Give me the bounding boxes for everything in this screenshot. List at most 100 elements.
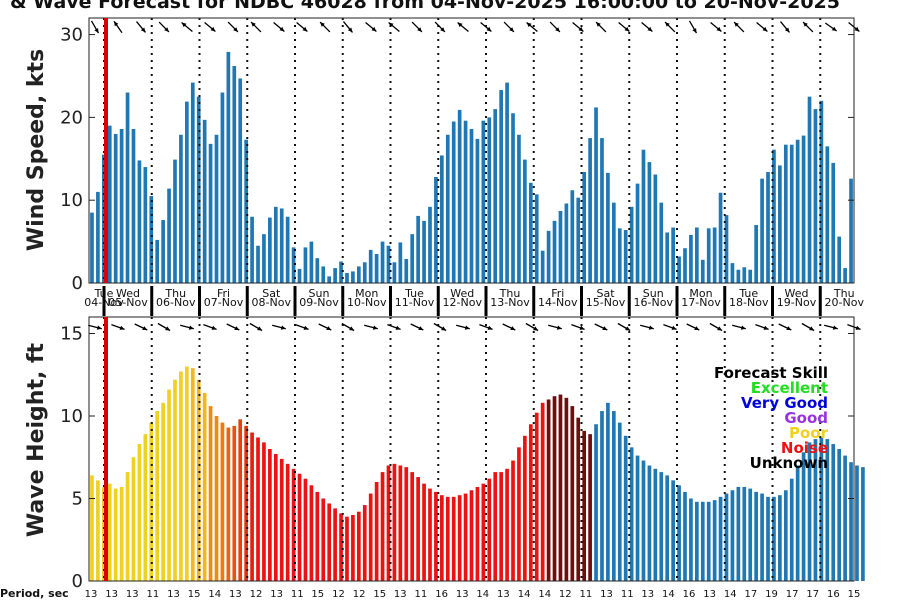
wind-bar [606,172,610,283]
wave-bar [487,478,492,581]
wind-bar [481,120,486,283]
wind-bar [244,139,248,283]
wind-arrow-head [417,27,422,32]
period-label: Period, sec [0,587,69,600]
wind-bar [469,128,474,283]
wave-bar [96,480,100,581]
wave-bar [742,486,747,581]
day-name-label: Sat [262,287,281,300]
wave-bar [582,430,587,581]
wind-bar [321,266,326,283]
wind-bar [392,262,397,283]
wind-bar [582,172,587,283]
wind-bar [398,242,403,283]
wave-bar [534,412,539,581]
wind-bar [90,212,94,283]
wave-bar [819,437,824,581]
wind-y-ticks: 0 10 20 30 [60,25,854,294]
wave-bar [291,468,296,581]
wind-bar [801,135,806,283]
wind-bar [712,227,717,283]
wave-bar [576,417,581,581]
y-tick-label: 20 [60,107,83,128]
legend-entry: Poor [789,424,829,442]
wind-bar [380,241,385,283]
wave-bar [600,411,604,581]
wind-arrow-head [831,26,837,31]
wind-arrow-head [647,26,653,32]
wave-bar [143,434,148,581]
wave-bar [244,425,248,581]
day-name-label: Tue [94,287,114,300]
wind-bar [196,96,201,283]
wave-arrow-head [303,325,309,330]
wave-bar [766,496,770,581]
wind-y-axis-label: Wind Speed, kts [24,49,49,251]
wave-bar [623,435,628,581]
period-value: 16 [683,589,696,600]
legend-entry: Excellent [751,379,828,397]
wind-bar [404,258,409,283]
wind-bar [552,220,557,283]
wave-y-axis-label: Wave Height, ft [24,342,49,537]
wind-arrow-head [210,26,216,32]
wind-bar [368,249,373,284]
chart-title: & Wave Forecast for NDBC 46028 from 04-N… [10,0,840,13]
day-name-label: Wed [450,287,474,300]
wind-bar [107,125,112,283]
wave-bar [351,515,355,581]
wave-bar [428,488,432,581]
wave-bar [611,411,616,581]
wind-bar [327,276,332,284]
wave-bar [356,511,361,581]
wind-arrow-head [803,22,808,27]
wave-bar [671,480,675,581]
period-value: 14 [538,589,551,600]
wave-bar [445,496,450,581]
wave-arrow-head [740,325,746,330]
period-value: 16 [827,589,840,600]
wind-bar [700,259,705,283]
day-name-label: Sat [596,287,615,300]
wave-bar [380,472,385,581]
wind-arrow-head [624,26,630,32]
date-label: 20-Nov [825,296,865,309]
wind-bar [101,154,106,283]
wave-bar [523,435,527,581]
date-label: 07-Nov [204,296,244,309]
wave-arrow-head [556,325,562,330]
day-name-label: Tue [738,287,758,300]
wave-bar [285,463,290,581]
wind-bar [96,191,100,283]
wind-bar [748,269,753,283]
date-label: 06-Nov [156,296,196,309]
wind-bar [173,159,177,283]
wind-bar [653,174,658,283]
wind-bar [534,194,539,283]
wave-bar [689,498,693,581]
wind-bar [724,215,729,283]
wave-bar [629,447,634,581]
period-value: 14 [518,589,531,600]
wind-bar [825,146,830,283]
legend-title: Forecast Skill [714,364,828,382]
wave-arrow-head [717,326,723,331]
wind-arrow-head [854,26,860,32]
wave-bar [505,468,509,581]
day-name-label: Fri [551,287,564,300]
wind-bar [149,196,154,283]
wave-arrow-head [280,325,286,330]
wave-bar [440,495,444,581]
period-value: 13 [456,589,469,600]
wind-arrow-head [665,22,670,27]
wind-bar [499,90,503,283]
wind-bar [113,133,118,283]
wind-bar [202,119,207,283]
wave-arrow-head [96,325,102,330]
wave-bar [232,425,237,581]
wave-bar [712,500,717,581]
wave-arrow-head [372,325,378,330]
wave-arrow-head [648,325,654,330]
period-value: 16 [435,589,448,600]
wind-bar [291,247,296,283]
